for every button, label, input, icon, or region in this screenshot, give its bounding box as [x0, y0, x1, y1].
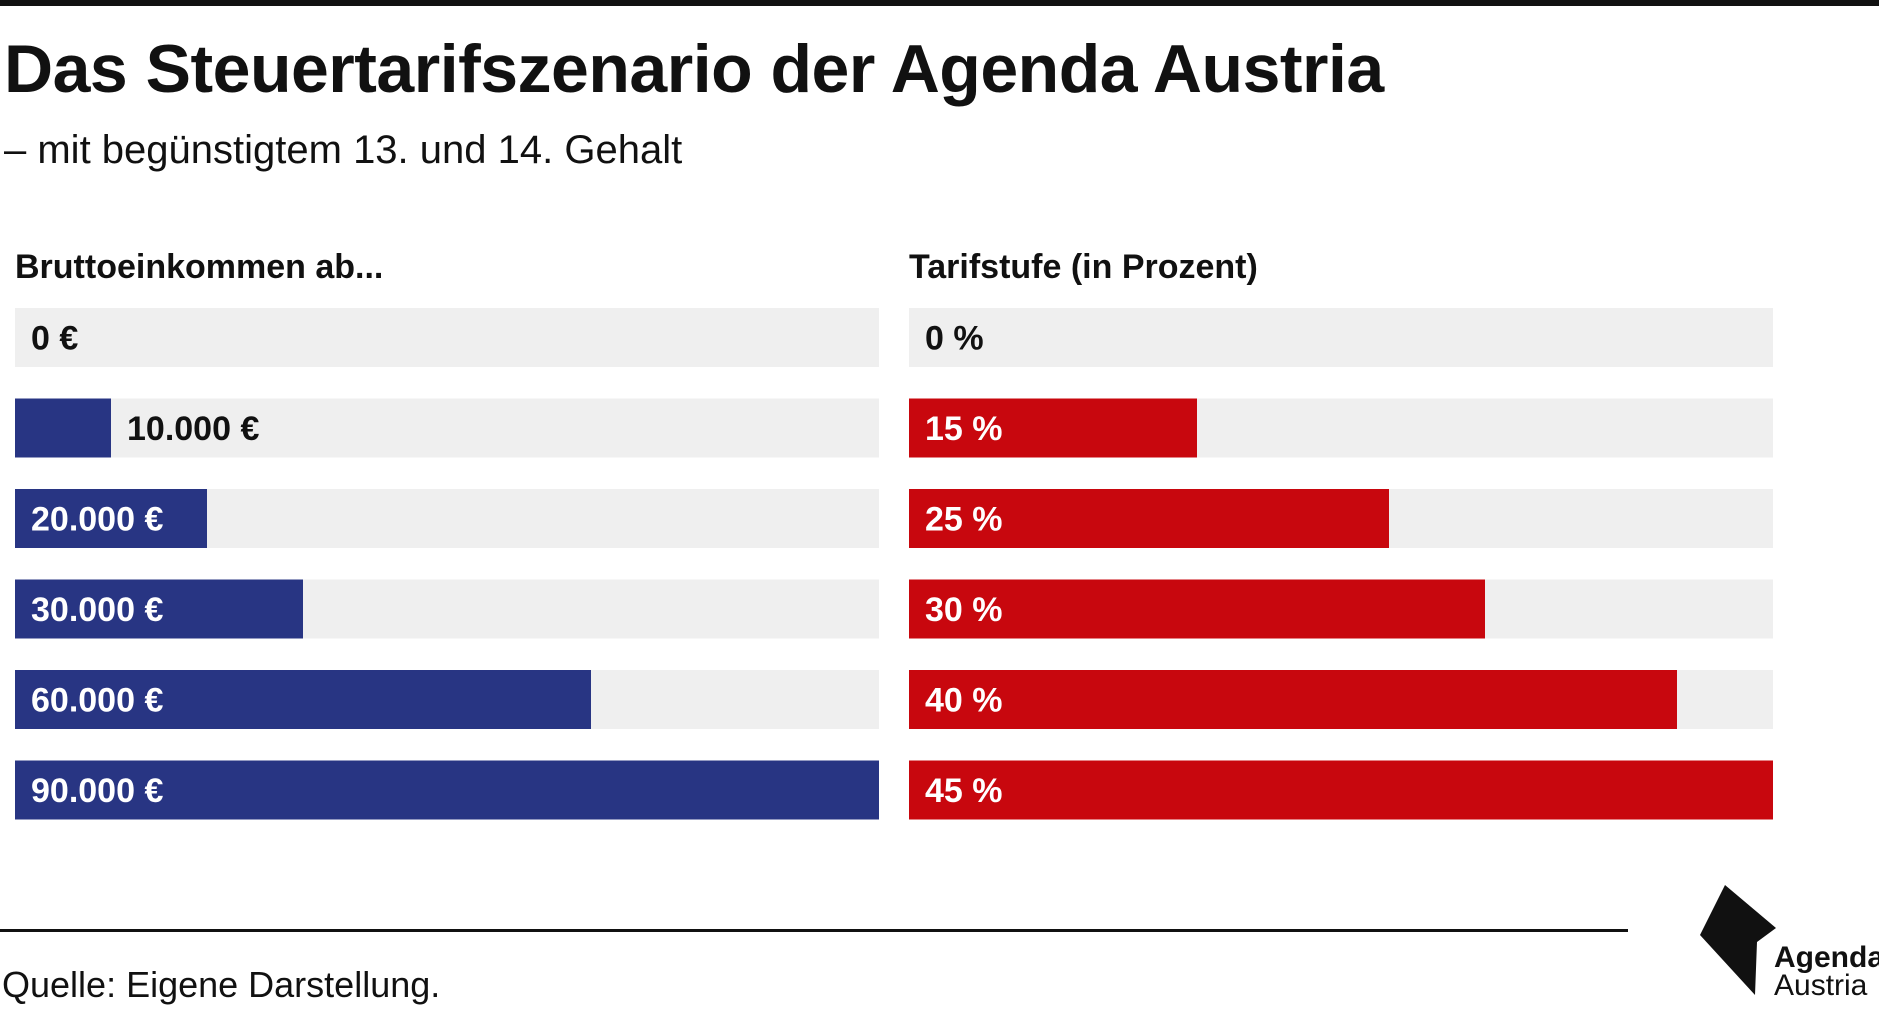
income-column-header: Bruttoeinkommen ab... [15, 248, 384, 286]
rate-label-2: 25 % [925, 501, 1003, 539]
rate-bar-3 [909, 579, 1485, 639]
income-bar-2 [15, 489, 207, 548]
income-track-1 [15, 398, 879, 458]
income-bar-3 [15, 579, 303, 639]
rate-bar-5 [909, 760, 1773, 820]
top-rule [0, 0, 1879, 6]
rate-label-5: 45 % [925, 772, 1003, 810]
income-label-1: 10.000 € [127, 410, 259, 448]
bar-chart: 0 € 10.000 € 20.000 € 30.000 € 60.000 € 90.00… [15, 308, 1773, 820]
income-label-0: 0 € [31, 320, 78, 358]
rate-track-0 [909, 308, 1773, 367]
rate-label-0: 0 % [925, 320, 984, 358]
income-label-4: 60.000 € [31, 682, 163, 720]
income-bar-5 [15, 760, 879, 820]
income-track-0 [15, 308, 879, 367]
rate-bar-2 [909, 489, 1389, 548]
chart-title: Das Steuertarifszenario der Agenda Austr… [4, 31, 1384, 107]
footer-rule [0, 929, 1628, 932]
rate-column-header: Tarifstufe (in Prozent) [909, 248, 1258, 286]
agenda-austria-logo-icon [1700, 885, 1776, 995]
source-note: Quelle: Eigene Darstellung. [2, 964, 441, 1005]
logo-text-austria: Austria [1774, 969, 1868, 1002]
income-label-5: 90.000 € [31, 772, 163, 810]
rate-bar-4 [909, 670, 1677, 729]
income-label-2: 20.000 € [31, 501, 163, 539]
rate-label-3: 30 % [925, 591, 1003, 629]
income-bar-1 [15, 398, 111, 458]
income-label-3: 30.000 € [31, 591, 163, 629]
logo-text-agenda: Agenda [1774, 941, 1879, 974]
chart-subtitle: – mit begünstigtem 13. und 14. Gehalt [4, 128, 683, 172]
rate-label-4: 40 % [925, 682, 1003, 720]
income-bar-4 [15, 670, 591, 729]
rate-label-1: 15 % [925, 410, 1003, 448]
rate-bar-1 [909, 398, 1197, 458]
